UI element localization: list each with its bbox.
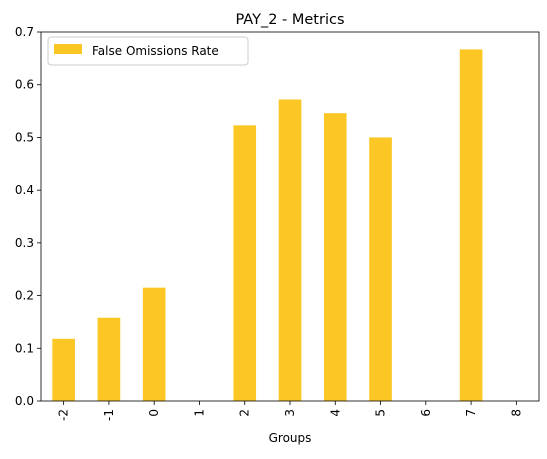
x-tick-label: 8 [509, 409, 523, 417]
bar-0 [142, 287, 166, 401]
x-tick-label: 7 [464, 409, 478, 417]
bar-7 [459, 49, 483, 401]
x-axis-label: Groups [269, 431, 312, 445]
x-tick-label: 3 [283, 409, 297, 417]
chart-title: PAY_2 - Metrics [235, 12, 344, 28]
x-tick-label: 2 [238, 409, 252, 417]
y-tick-label: 0.6 [15, 78, 34, 92]
bar-3 [278, 99, 302, 401]
x-tick-label: -2 [57, 409, 71, 421]
legend-label: False Omissions Rate [92, 44, 219, 58]
y-tick-label: 0.5 [15, 130, 34, 144]
y-tick-label: 0.2 [15, 289, 34, 303]
x-tick-label: 0 [147, 409, 161, 417]
bar-5 [369, 137, 392, 401]
y-tick-label: 0.0 [15, 394, 34, 408]
x-axis: -2 -1 0 1 2 3 4 5 6 7 8 [57, 401, 523, 421]
bars-group [52, 49, 483, 402]
x-tick-label: 1 [192, 409, 206, 417]
bar-2 [233, 125, 257, 401]
y-tick-label: 0.4 [15, 183, 34, 197]
legend-box [47, 36, 249, 66]
x-tick-label: 5 [374, 409, 388, 417]
y-tick-label: 0.7 [15, 25, 34, 39]
x-tick-label: 4 [328, 409, 342, 417]
bar--2 [52, 338, 75, 401]
y-tick-label: 0.1 [15, 341, 34, 355]
x-tick-label: 6 [419, 409, 433, 417]
x-tick-label: -1 [102, 409, 116, 421]
bar-4 [323, 113, 347, 402]
plot-frame [40, 31, 540, 402]
legend: False Omissions Rate [47, 36, 249, 66]
y-tick-label: 0.3 [15, 236, 34, 250]
legend-swatch [54, 44, 82, 54]
y-axis: 0.0 0.1 0.2 0.3 0.4 0.5 0.6 0.7 [15, 25, 41, 408]
bar--1 [97, 317, 121, 401]
